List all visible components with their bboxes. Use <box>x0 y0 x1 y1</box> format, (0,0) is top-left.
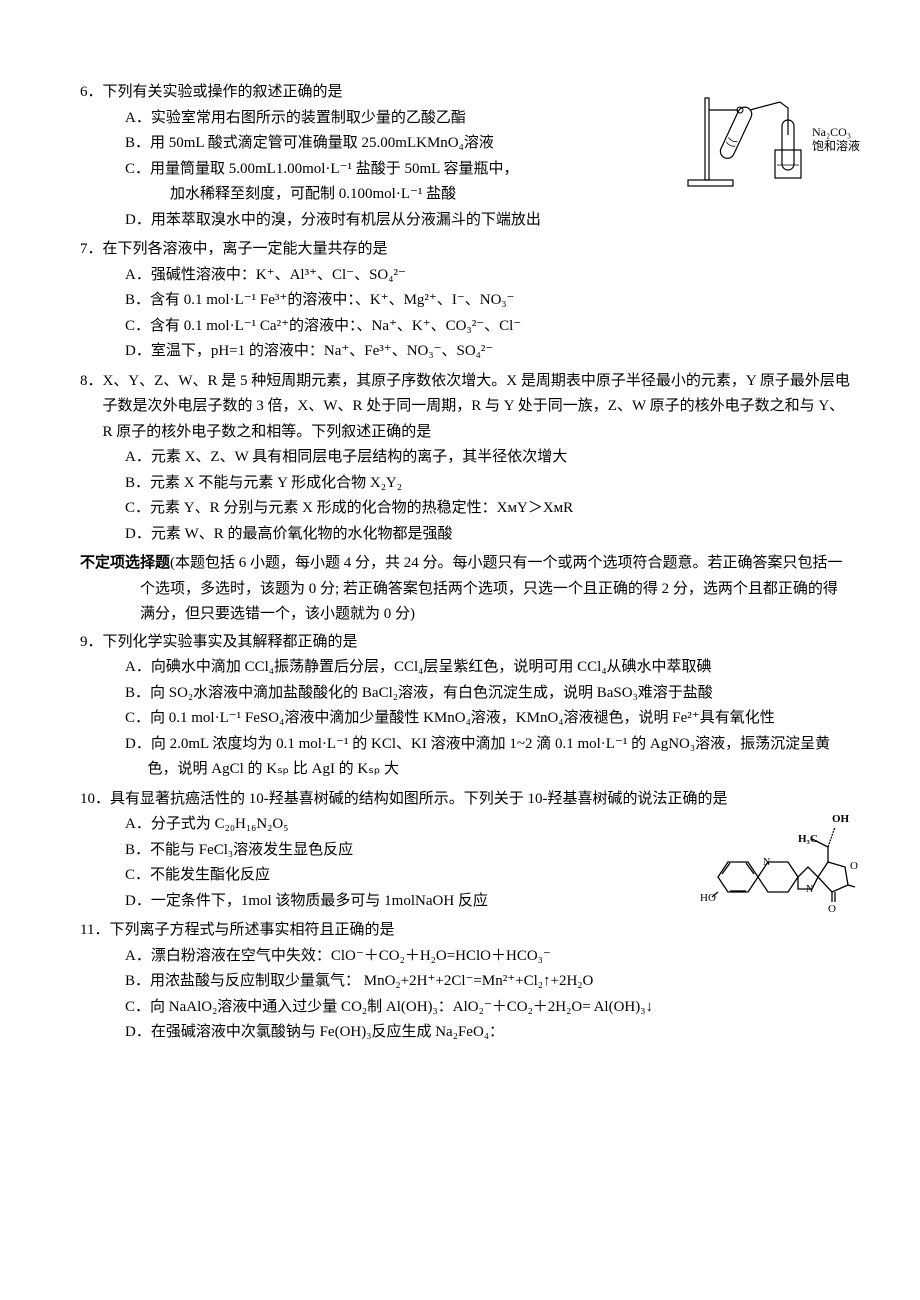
q6-stem-text: 下列有关实验或操作的叙述正确的是 <box>103 84 343 100</box>
q6-opt-d: D．用苯萃取溴水中的溴，分液时有机层从分液漏斗的下端放出 <box>125 208 850 234</box>
q9-stem-text: 下列化学实验事实及其解释都正确的是 <box>103 634 358 650</box>
q11-stem-text: 下列离子方程式与所述事实相符且正确的是 <box>109 922 394 938</box>
question-10: HO N N O O OH H₃C <box>80 787 850 915</box>
mol-ho: HO <box>700 892 716 904</box>
q8-stem: 8．X、Y、Z、W、R 是 5 种短周期元素，其原子序数依次增大。X 是周期表中… <box>80 369 850 446</box>
q10-stem-text: 具有显著抗癌活性的 10-羟基喜树碱的结构如图所示。下列关于 10-羟基喜树碱的… <box>110 791 728 807</box>
q10-figure: HO N N O O OH H₃C <box>700 807 860 932</box>
section-label: 不定项选择题 <box>80 555 170 571</box>
q11-opt-a: A．漂白粉溶液在空气中失效：ClO⁻＋CO₂＋H₂O=HClO＋HCO₃⁻ <box>125 944 850 970</box>
q7-stem: 7．在下列各溶液中，离子一定能大量共存的是 <box>80 237 850 263</box>
q8-opt-d: D．元素 W、R 的最高价氧化物的水化物都是强酸 <box>125 522 850 548</box>
question-8: 8．X、Y、Z、W、R 是 5 种短周期元素，其原子序数依次增大。X 是周期表中… <box>80 369 850 548</box>
q8-options: A．元素 X、Z、W 具有相同层电子层结构的离子，其半径依次增大 B．元素 X … <box>80 445 850 547</box>
mol-o2: O <box>850 860 858 872</box>
q9-num: 9． <box>80 634 103 650</box>
q9-opt-c: C．向 0.1 mol·L⁻¹ FeSO₄溶液中滴加少量酸性 KMnO₄溶液，K… <box>125 706 850 732</box>
mol-ethyl: H₃C <box>798 833 818 845</box>
mol-oh: OH <box>832 813 850 825</box>
question-6: Na₂CO₃ 饱和溶液 6．下列有关实验或操作的叙述正确的是 A．实验室常用右图… <box>80 80 850 233</box>
q6-figure-label: Na₂CO₃ 饱和溶液 <box>812 125 860 154</box>
q9-opt-b: B．向 SO₂水溶液中滴加盐酸酸化的 BaCl₂溶液，有白色沉淀生成，说明 Ba… <box>125 681 850 707</box>
q7-opt-a: A．强碱性溶液中：K⁺、Al³⁺、Cl⁻、SO₄²⁻ <box>125 263 850 289</box>
q11-num: 11． <box>80 922 109 938</box>
section-text: (本题包括 6 小题，每小题 4 分，共 24 分。每小题只有一个或两个选项符合… <box>140 555 843 622</box>
q8-opt-c: C．元素 Y、R 分别与元素 X 形成的化合物的热稳定性：XᴍY＞XᴍR <box>125 496 850 522</box>
q7-opt-b: B．含有 0.1 mol·L⁻¹ Fe³⁺的溶液中：、K⁺、Mg²⁺、I⁻、NO… <box>125 288 850 314</box>
question-7: 7．在下列各溶液中，离子一定能大量共存的是 A．强碱性溶液中：K⁺、Al³⁺、C… <box>80 237 850 365</box>
q7-options: A．强碱性溶液中：K⁺、Al³⁺、Cl⁻、SO₄²⁻ B．含有 0.1 mol·… <box>80 263 850 365</box>
q11-opt-c: C．向 NaAlO₂溶液中通入过少量 CO₂制 Al(OH)₃：AlO₂⁻＋CO… <box>125 995 850 1021</box>
molecule-svg: HO N N O O OH H₃C <box>700 807 860 922</box>
q11-opt-b: B．用浓盐酸与反应制取少量氯气： MnO₂+2H⁺+2Cl⁻=Mn²⁺+Cl₂↑… <box>125 969 850 995</box>
question-11: 11．下列离子方程式与所述事实相符且正确的是 A．漂白粉溶液在空气中失效：ClO… <box>80 918 850 1046</box>
q8-num: 8． <box>80 373 103 389</box>
q9-opt-d: D．向 2.0mL 浓度均为 0.1 mol·L⁻¹ 的 KCl、KI 溶液中滴… <box>125 732 850 783</box>
q11-options: A．漂白粉溶液在空气中失效：ClO⁻＋CO₂＋H₂O=HClO＋HCO₃⁻ B．… <box>80 944 850 1046</box>
q11-stem: 11．下列离子方程式与所述事实相符且正确的是 <box>80 918 850 944</box>
q8-opt-a: A．元素 X、Z、W 具有相同层电子层结构的离子，其半径依次增大 <box>125 445 850 471</box>
q11-opt-d: D．在强碱溶液中次氯酸钠与 Fe(OH)₃反应生成 Na₂FeO₄： <box>125 1020 850 1046</box>
mol-n1: N <box>763 857 770 868</box>
q9-opt-a: A．向碘水中滴加 CCl₄振荡静置后分层，CCl₄层呈紫红色，说明可用 CCl₄… <box>125 655 850 681</box>
mol-n2: N <box>806 884 813 895</box>
q8-opt-b: B．元素 X 不能与元素 Y 形成化合物 X₂Y₂ <box>125 471 850 497</box>
q6-num: 6． <box>80 84 103 100</box>
section-note: 不定项选择题(本题包括 6 小题，每小题 4 分，共 24 分。每小题只有一个或… <box>80 551 850 628</box>
q8-stem-text: X、Y、Z、W、R 是 5 种短周期元素，其原子序数依次增大。X 是周期表中原子… <box>103 373 850 440</box>
q7-stem-text: 在下列各溶液中，离子一定能大量共存的是 <box>103 241 388 257</box>
q6-figure: Na₂CO₃ 饱和溶液 <box>680 80 860 210</box>
mol-o1: O <box>828 903 836 915</box>
fig-label-saturated: 饱和溶液 <box>812 139 860 153</box>
q9-options: A．向碘水中滴加 CCl₄振荡静置后分层，CCl₄层呈紫红色，说明可用 CCl₄… <box>80 655 850 783</box>
fig-label-na2co3: Na₂CO₃ <box>812 125 860 139</box>
q10-num: 10． <box>80 791 110 807</box>
question-9: 9．下列化学实验事实及其解释都正确的是 A．向碘水中滴加 CCl₄振荡静置后分层… <box>80 630 850 783</box>
q7-opt-c: C．含有 0.1 mol·L⁻¹ Ca²⁺的溶液中：、Na⁺、K⁺、CO₃²⁻、… <box>125 314 850 340</box>
q7-num: 7． <box>80 241 103 257</box>
q9-stem: 9．下列化学实验事实及其解释都正确的是 <box>80 630 850 656</box>
q7-opt-d: D．室温下，pH=1 的溶液中：Na⁺、Fe³⁺、NO₃⁻、SO₄²⁻ <box>125 339 850 365</box>
